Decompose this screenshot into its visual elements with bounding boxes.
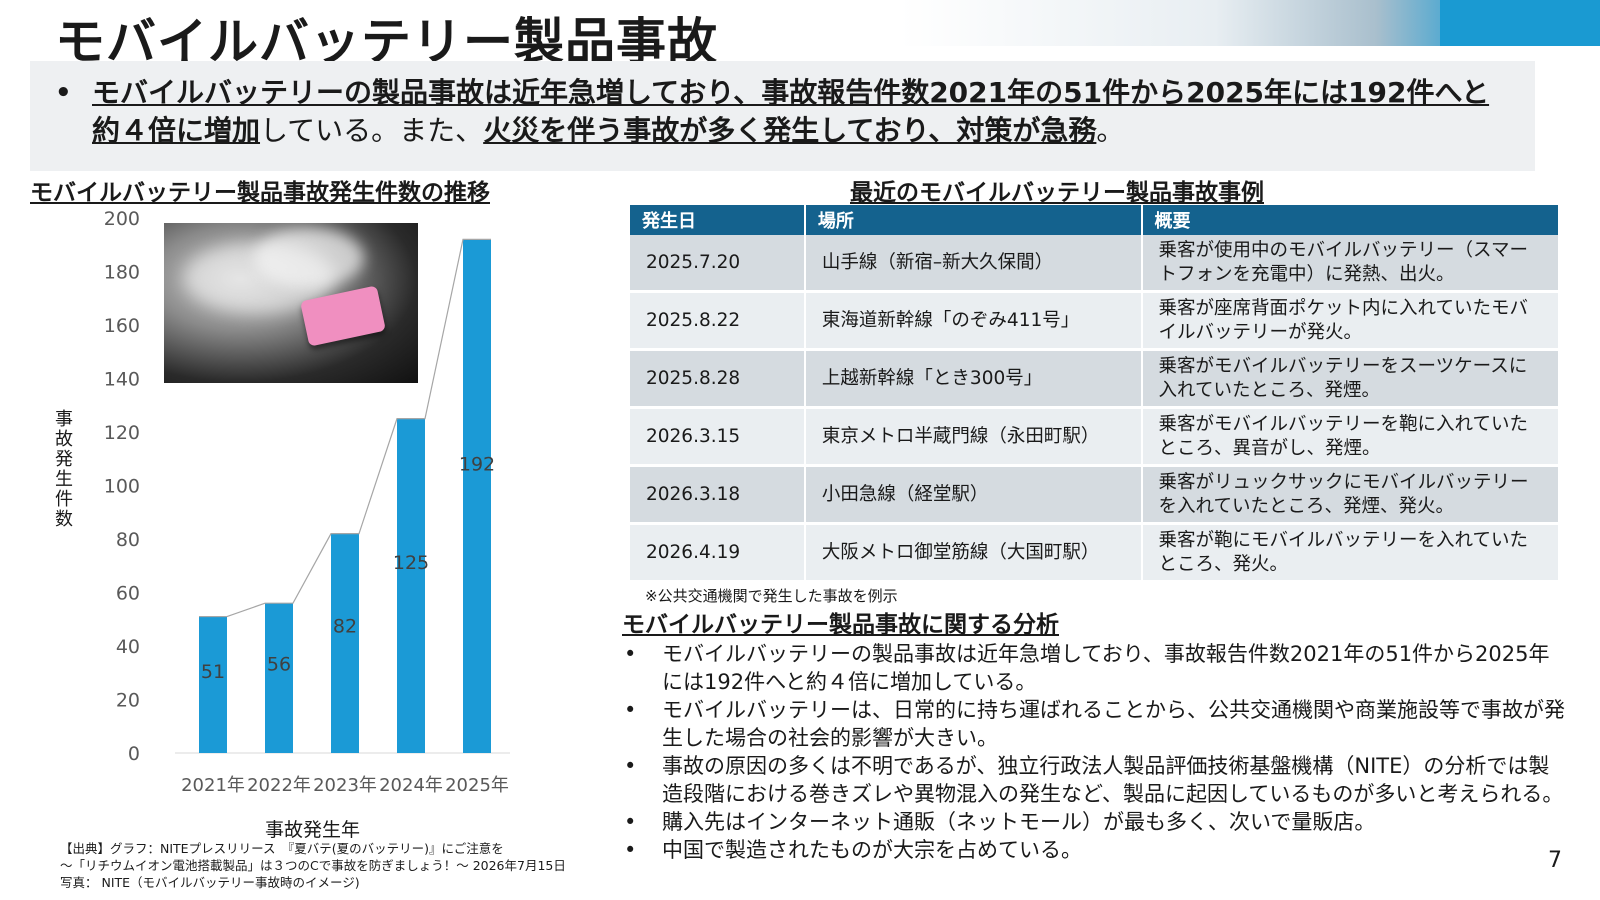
- trend-line: [199, 238, 491, 618]
- list-item: 事故の原因の多くは不明であるが、独立行政法人製品評価技術基盤機構（NITE）の分…: [622, 752, 1567, 808]
- x-tick-label: 2022年: [247, 775, 311, 796]
- table-row: 2026.4.19 大阪メトロ御堂筋線（大国町駅） 乗客が鞄にモバイルバッテリー…: [630, 523, 1561, 583]
- case-place: 山手線（新宿–新大久保間）: [804, 235, 1143, 293]
- y-tick-label: 60: [116, 583, 140, 605]
- list-item: モバイルバッテリーは、日常的に持ち運ばれることから、公共交通機関や商業施設等で事…: [622, 696, 1567, 752]
- data-label: 192: [459, 454, 495, 476]
- y-tick-label: 40: [116, 636, 140, 658]
- table-header-date: 発生日: [630, 205, 806, 235]
- summary-bullet: •: [55, 78, 72, 108]
- list-item: モバイルバッテリーの製品事故は近年急増しており、事故報告件数2021年の51件か…: [622, 640, 1567, 696]
- source-line: ～「リチウムイオン電池搭載製品」は３つのCで事故を防ぎましょう！～ 2026年7…: [60, 858, 566, 873]
- data-label: 51: [201, 661, 225, 683]
- summary-plain-2: 。: [1096, 114, 1125, 147]
- table-row: 2026.3.15 東京メトロ半蔵門線（永田町駅） 乗客がモバイルバッテリーを鞄…: [630, 407, 1561, 467]
- x-tick-label: 2021年: [181, 775, 245, 796]
- summary-text: モバイルバッテリーの製品事故は近年急増しており、事故報告件数2021年の51件か…: [92, 74, 1512, 150]
- case-place: 大阪メトロ御堂筋線（大国町駅）: [804, 523, 1143, 583]
- y-tick-label: 80: [116, 529, 140, 551]
- y-tick-label: 100: [104, 476, 140, 498]
- summary-plain-1: している。また、: [260, 114, 484, 147]
- summary-emphasis-1: モバイルバッテリーの製品事故は近年急増しており、事故報告件数2021年の51件か…: [92, 76, 1490, 147]
- header-accent-band: [1440, 0, 1600, 46]
- case-place: 小田急線（経堂駅）: [804, 465, 1143, 525]
- summary-box: [30, 61, 1535, 171]
- case-date: 2026.3.18: [630, 465, 806, 525]
- table-row: 2026.3.18 小田急線（経堂駅） 乗客がリュックサックにモバイルバッテリー…: [630, 465, 1561, 525]
- case-summary: 乗客が鞄にモバイルバッテリーを入れていたところ、発火。: [1141, 523, 1561, 583]
- cases-section-title: 最近のモバイルバッテリー製品事故事例: [850, 180, 1264, 206]
- page-number: 7: [1548, 848, 1562, 873]
- case-place: 上越新幹線「とき300号」: [804, 349, 1143, 409]
- cases-note: ※公共交通機関で発生した事故を例示: [645, 587, 898, 605]
- source-line: 【出典】グラフ：NITEプレスリリース 『夏バテ(夏のバッテリー)』にご注意を: [60, 841, 504, 856]
- y-tick-label: 20: [116, 690, 140, 712]
- y-tick-label: 200: [104, 208, 140, 230]
- summary-emphasis-2: 火災を伴う事故が多く発生しており、対策が急務: [483, 114, 1097, 147]
- case-place: 東京メトロ半蔵門線（永田町駅）: [804, 407, 1143, 467]
- x-tick-label: 2023年: [313, 775, 377, 796]
- battery-accident-photo: [164, 223, 418, 383]
- analysis-section-title: モバイルバッテリー製品事故に関する分析: [622, 612, 1059, 638]
- case-summary: 乗客が座席背面ポケット内に入れていたモバイルバッテリーが発火。: [1141, 291, 1561, 351]
- chart-x-axis-label: 事故発生年: [265, 819, 361, 841]
- bar: [331, 533, 359, 753]
- case-date: 2025.8.22: [630, 291, 806, 351]
- case-date: 2025.7.20: [630, 235, 806, 293]
- data-label: 125: [393, 552, 429, 574]
- case-summary: 乗客がモバイルバッテリーをスーツケースに入れていたところ、発煙。: [1141, 349, 1561, 409]
- source-citation: 【出典】グラフ：NITEプレスリリース 『夏バテ(夏のバッテリー)』にご注意を …: [60, 840, 566, 891]
- bar: [265, 603, 293, 753]
- smoke-shape: [254, 228, 364, 288]
- y-tick-label: 140: [104, 369, 140, 391]
- table-row: 2025.8.28 上越新幹線「とき300号」 乗客がモバイルバッテリーをスーツ…: [630, 349, 1561, 409]
- case-summary: 乗客がリュックサックにモバイルバッテリーを入れていたところ、発煙、発火。: [1141, 465, 1561, 525]
- case-summary: 乗客がモバイルバッテリーを鞄に入れていたところ、異音がし、発煙。: [1141, 407, 1561, 467]
- case-date: 2026.4.19: [630, 523, 806, 583]
- source-line: 写真： NITE（モバイルバッテリー事故時のイメージ): [60, 875, 360, 890]
- table-header-row: 発生日 場所 概要: [630, 205, 1561, 235]
- y-tick-label: 0: [128, 743, 140, 765]
- data-label: 56: [267, 654, 291, 676]
- list-item: 中国で製造されたものが大宗を占めている。: [622, 836, 1567, 864]
- table-row: 2025.8.22 東海道新幹線「のぞみ411号」 乗客が座席背面ポケット内に入…: [630, 291, 1561, 351]
- x-tick-label: 2025年: [445, 775, 509, 796]
- case-summary: 乗客が使用中のモバイルバッテリー（スマートフォンを充電中）に発熱、出火。: [1141, 235, 1561, 293]
- bar: [199, 616, 227, 753]
- case-place: 東海道新幹線「のぞみ411号」: [804, 291, 1143, 351]
- bar: [463, 239, 491, 753]
- y-tick-label: 180: [104, 262, 140, 284]
- data-label: 82: [333, 615, 357, 637]
- y-tick-label: 120: [104, 422, 140, 444]
- accident-cases-table: 発生日 場所 概要 2025.7.20 山手線（新宿–新大久保間） 乗客が使用中…: [630, 205, 1561, 583]
- bar: [397, 418, 425, 753]
- case-date: 2026.3.15: [630, 407, 806, 467]
- list-item: 購入先はインターネット通販（ネットモール）が最も多く、次いで量販店。: [622, 808, 1567, 836]
- accident-count-chart: 0 20 40 60 80 100 120 140 160 180 200 51 56 82 125 192 2…: [104, 208, 510, 796]
- table-header-summary: 概要: [1141, 205, 1561, 235]
- x-tick-label: 2024年: [379, 775, 443, 796]
- chart-y-axis-label: 事故発生件数: [55, 409, 73, 530]
- analysis-list: モバイルバッテリーの製品事故は近年急増しており、事故報告件数2021年の51件か…: [622, 640, 1567, 864]
- y-tick-label: 160: [104, 315, 140, 337]
- table-row: 2025.7.20 山手線（新宿–新大久保間） 乗客が使用中のモバイルバッテリー…: [630, 235, 1561, 293]
- case-date: 2025.8.28: [630, 349, 806, 409]
- chart-section-title: モバイルバッテリー製品事故発生件数の推移: [30, 180, 490, 206]
- table-header-place: 場所: [804, 205, 1143, 235]
